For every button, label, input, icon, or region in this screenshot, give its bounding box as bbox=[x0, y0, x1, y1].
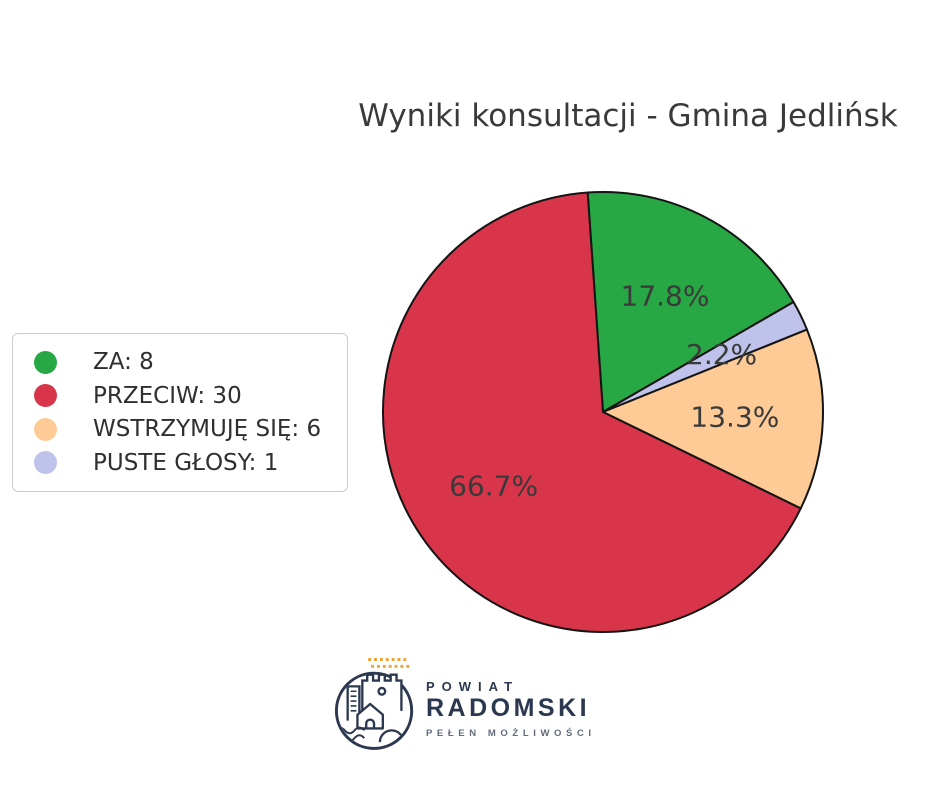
crest-house bbox=[356, 702, 385, 730]
pie-label-wstrzymuje-sie: 13.3% bbox=[690, 400, 779, 433]
logo-radomski-text: RADOMSKI bbox=[426, 694, 591, 723]
legend-item-przeciw: PRZECIW: 30 bbox=[34, 383, 337, 409]
logo-tagline-text: PEŁEN MOŻLIWOŚCI bbox=[426, 727, 596, 739]
legend-swatch-przeciw bbox=[34, 384, 57, 408]
legend-label-puste-glosy: PUSTE GŁOSY: 1 bbox=[93, 449, 279, 476]
legend-label-wstrzymuje-sie: WSTRZYMUJĘ SIĘ: 6 bbox=[93, 416, 322, 443]
legend-item-wstrzymuje-sie: WSTRZYMUJĘ SIĘ: 6 bbox=[34, 416, 337, 442]
crest-castle bbox=[361, 673, 403, 711]
crest-circle bbox=[334, 671, 414, 750]
pie-label-przeciw: 66.7% bbox=[449, 470, 538, 503]
pie-label-puste-glosy: 2.2% bbox=[686, 338, 757, 371]
legend-swatch-za bbox=[34, 350, 57, 374]
legend-item-za: ZA: 8 bbox=[34, 349, 337, 375]
legend-label-przeciw: PRZECIW: 30 bbox=[93, 382, 242, 409]
legend-label-za: ZA: 8 bbox=[93, 349, 154, 376]
powiat-radomski-crest-icon bbox=[334, 658, 414, 750]
legend: ZA: 8 PRZECIW: 30 WSTRZYMUJĘ SIĘ: 6 PUST… bbox=[12, 333, 348, 492]
pie-slice-za bbox=[586, 191, 795, 413]
legend-swatch-puste-glosy bbox=[34, 451, 57, 475]
pie-label-za: 17.8% bbox=[621, 279, 710, 312]
crest-building bbox=[346, 685, 361, 721]
logo-text: POWIAT RADOMSKI PEŁEN MOŻLIWOŚCI bbox=[426, 656, 596, 739]
legend-swatch-wstrzymuje-sie bbox=[34, 417, 57, 441]
logo-powiat-text: POWIAT bbox=[426, 679, 520, 694]
legend-item-puste-glosy: PUSTE GŁOSY: 1 bbox=[34, 450, 337, 476]
pie-slice-wstrzymuje-sie bbox=[602, 328, 824, 510]
crest-dots bbox=[368, 658, 410, 668]
crest-waves bbox=[337, 726, 405, 747]
pie-slice-przeciw bbox=[381, 191, 802, 634]
chart-title: Wyniki konsultacji - Gmina Jedlińsk bbox=[358, 98, 898, 134]
powiat-radomski-logo: POWIAT RADOMSKI PEŁEN MOŻLIWOŚCI bbox=[333, 656, 596, 750]
